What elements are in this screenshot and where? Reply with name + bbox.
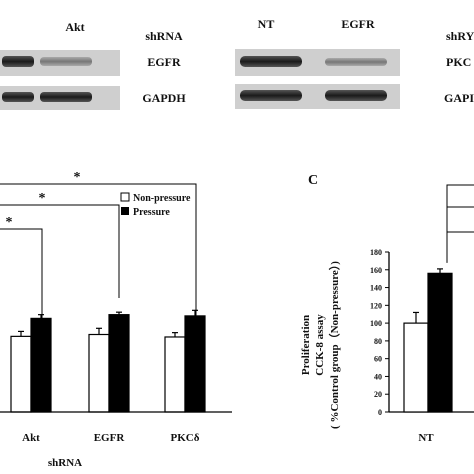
y-tick-140: 140	[370, 284, 382, 293]
blot-middle-lane-2: EGFR	[341, 17, 375, 31]
blot-band	[325, 58, 387, 66]
legend-swatch-non-pressure	[120, 192, 130, 202]
bar-pressure-pkc	[184, 315, 206, 413]
chart-c-ylabel-line-3: ( %Control group（Non-pressure）)	[328, 261, 341, 429]
legend-pressure: Pressure	[133, 207, 170, 218]
blot-band	[2, 92, 34, 102]
blot-band	[2, 56, 34, 67]
chart-c-ylabel-line-2: CCK-8 assay	[314, 314, 326, 376]
panel-c-label: C	[308, 173, 318, 188]
chart-b-legend: Non-pressure Pressure	[120, 192, 191, 218]
chart-c-ylabel-line-1: Proliferation	[300, 315, 312, 375]
blot-left-row-gapdh: GAPDH	[142, 91, 186, 105]
chart-b-bars	[10, 309, 206, 413]
x-tick-pkc: PKCδ	[171, 432, 200, 444]
bar-non-pressure-pkc	[164, 336, 186, 413]
y-tick-20: 20	[374, 390, 382, 399]
chart-c-ylabel: Proliferation CCK-8 assay ( %Control gro…	[300, 261, 341, 429]
y-tick-120: 120	[370, 301, 382, 310]
blot-left-lane-2: Akt	[65, 20, 84, 34]
bar-non-pressure-egfr	[88, 333, 110, 413]
chart-b: * * * Akt EGFR PKCδ shRNA Non-pressure Press…	[0, 170, 232, 469]
blot-right: shRY PKC GAPI	[444, 29, 474, 105]
y-tick-80: 80	[374, 337, 382, 346]
significance-star-2: *	[39, 191, 46, 206]
blot-band	[325, 90, 387, 101]
bracket-3	[0, 228, 43, 319]
y-tick-160: 160	[370, 266, 382, 275]
blot-right-shrna-label: shRY	[446, 29, 474, 43]
chart-c-bars: NT	[403, 268, 453, 444]
bracket-1	[0, 183, 197, 324]
chart-b-xlabel: shRNA	[48, 457, 82, 469]
blot-band	[240, 90, 302, 101]
blot-band	[240, 56, 302, 67]
bar-pressure-egfr	[108, 314, 130, 413]
bracket-2	[0, 204, 120, 298]
x-tick-akt: Akt	[22, 432, 40, 444]
blot-middle-shrna-label: shRNA	[145, 29, 183, 43]
bar-pressure-nt	[427, 272, 453, 413]
blot-middle-lane-1: NT	[258, 17, 275, 31]
x-tick-egfr: EGFR	[94, 432, 126, 444]
chart-c-brackets	[446, 184, 474, 263]
legend-swatch-pressure	[121, 207, 129, 215]
bar-pressure-akt	[30, 317, 52, 413]
x-tick-nt: NT	[418, 432, 434, 444]
bracket-c-1	[446, 184, 474, 263]
blot-left: Akt	[0, 20, 120, 110]
significance-star-1: *	[74, 170, 81, 185]
y-tick-60: 60	[374, 355, 382, 364]
blot-left-row-egfr: EGFR	[147, 55, 181, 69]
chart-c: C 0 20 40 60 80 100 120 140 160 180 NT Proliferat…	[300, 173, 474, 444]
blot-band	[40, 92, 92, 102]
legend-non-pressure: Non-pressure	[133, 193, 191, 204]
y-tick-40: 40	[374, 372, 382, 381]
significance-star-3: *	[6, 215, 13, 230]
bar-non-pressure-nt	[403, 322, 429, 413]
y-tick-180: 180	[370, 248, 382, 257]
y-tick-0: 0	[378, 408, 382, 417]
blot-right-row-2: GAPI	[444, 91, 474, 105]
blot-band	[40, 57, 92, 66]
bar-non-pressure-akt	[10, 335, 32, 413]
y-tick-100: 100	[370, 319, 382, 328]
chart-b-x-ticks: Akt EGFR PKCδ	[22, 432, 200, 444]
significance-brackets: * * *	[0, 170, 197, 324]
blot-middle: shRNA EGFR GAPDH NT EGFR	[142, 17, 400, 109]
blot-right-row-1: PKC	[446, 55, 471, 69]
